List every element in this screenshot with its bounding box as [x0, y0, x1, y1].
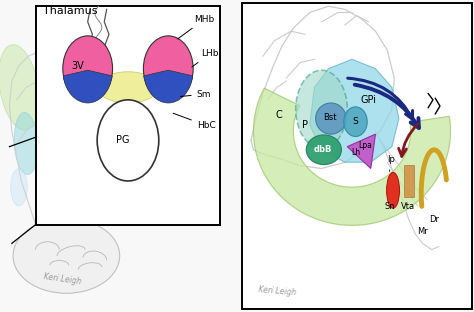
Text: dbB: dbB	[313, 145, 332, 154]
Ellipse shape	[14, 112, 38, 175]
Circle shape	[97, 100, 159, 181]
Ellipse shape	[0, 45, 39, 130]
Ellipse shape	[13, 218, 119, 293]
Text: C: C	[276, 110, 283, 120]
Ellipse shape	[11, 168, 27, 206]
Polygon shape	[254, 88, 450, 225]
Ellipse shape	[296, 70, 347, 148]
Ellipse shape	[97, 72, 159, 103]
Text: Keri Leigh: Keri Leigh	[43, 272, 82, 286]
Text: GPi: GPi	[360, 95, 376, 105]
Wedge shape	[144, 70, 193, 103]
Text: Dr: Dr	[429, 215, 439, 223]
Text: Sm: Sm	[181, 90, 211, 99]
Polygon shape	[347, 134, 375, 168]
Text: Mr: Mr	[417, 227, 428, 236]
Ellipse shape	[316, 103, 346, 134]
Text: P: P	[302, 120, 308, 130]
Text: Vta: Vta	[401, 202, 415, 211]
Text: MHb: MHb	[178, 15, 215, 39]
Ellipse shape	[387, 172, 400, 208]
Text: 3V: 3V	[71, 61, 84, 71]
Bar	[36, 6, 220, 225]
Text: Keri Leigh: Keri Leigh	[258, 285, 297, 297]
Circle shape	[63, 36, 113, 101]
Text: S: S	[352, 117, 358, 125]
Text: HbC: HbC	[173, 113, 216, 130]
Ellipse shape	[306, 135, 341, 165]
Text: Bst: Bst	[323, 114, 337, 122]
Polygon shape	[310, 59, 399, 162]
Bar	[403, 165, 414, 197]
Circle shape	[143, 36, 193, 101]
Ellipse shape	[344, 107, 367, 137]
Text: Lh: Lh	[351, 149, 360, 157]
Text: LHb: LHb	[192, 49, 219, 67]
Text: Thalamus: Thalamus	[43, 6, 97, 16]
Text: Ip: Ip	[387, 155, 395, 172]
Text: PG: PG	[116, 135, 129, 145]
Wedge shape	[63, 70, 112, 103]
Text: Sn: Sn	[384, 202, 395, 211]
Text: Lpa: Lpa	[358, 141, 372, 149]
